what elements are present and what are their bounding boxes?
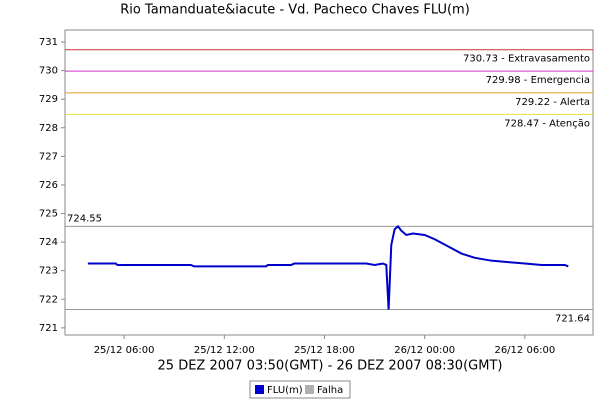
max-line-label: 724.55 — [67, 213, 102, 224]
y-tick-label: 723 — [39, 266, 58, 277]
chart-title: Rio Tamanduate&iacute - Vd. Pacheco Chav… — [120, 3, 470, 18]
threshold-label: 729.98 - Emergencia — [486, 75, 590, 86]
y-tick-label: 726 — [39, 180, 58, 191]
x-tick-label: 26/12 00:00 — [394, 345, 455, 356]
y-tick-label: 729 — [39, 94, 58, 105]
legend — [249, 380, 351, 399]
y-tick-label: 721 — [39, 323, 58, 334]
y-tick-label: 731 — [39, 37, 58, 48]
legend-label: FLU(m) — [267, 385, 303, 396]
min-line-label: 721.64 — [555, 314, 590, 325]
plot-area — [64, 29, 594, 336]
y-tick-label: 728 — [39, 123, 58, 134]
legend-label: Falha — [317, 385, 343, 396]
legend-swatch — [305, 385, 314, 394]
x-tick-label: 25/12 18:00 — [294, 345, 355, 356]
x-tick-label: 26/12 06:00 — [494, 345, 555, 356]
y-tick-label: 722 — [39, 294, 58, 305]
threshold-label: 729.22 - Alerta — [515, 97, 590, 108]
threshold-label: 728.47 - Atenção — [504, 118, 590, 129]
legend-swatch — [255, 385, 264, 394]
x-tick-label: 25/12 12:00 — [194, 345, 255, 356]
y-tick-label: 725 — [39, 209, 58, 220]
series-line — [87, 224, 569, 310]
y-tick-label: 724 — [39, 237, 58, 248]
x-tick-label: 25/12 06:00 — [94, 345, 155, 356]
y-tick-label: 727 — [39, 151, 58, 162]
x-axis-label: 25 DEZ 2007 03:50(GMT) - 26 DEZ 2007 08:… — [158, 359, 503, 374]
threshold-label: 730.73 - Extravasamento — [463, 54, 590, 65]
y-tick-label: 730 — [39, 66, 58, 77]
